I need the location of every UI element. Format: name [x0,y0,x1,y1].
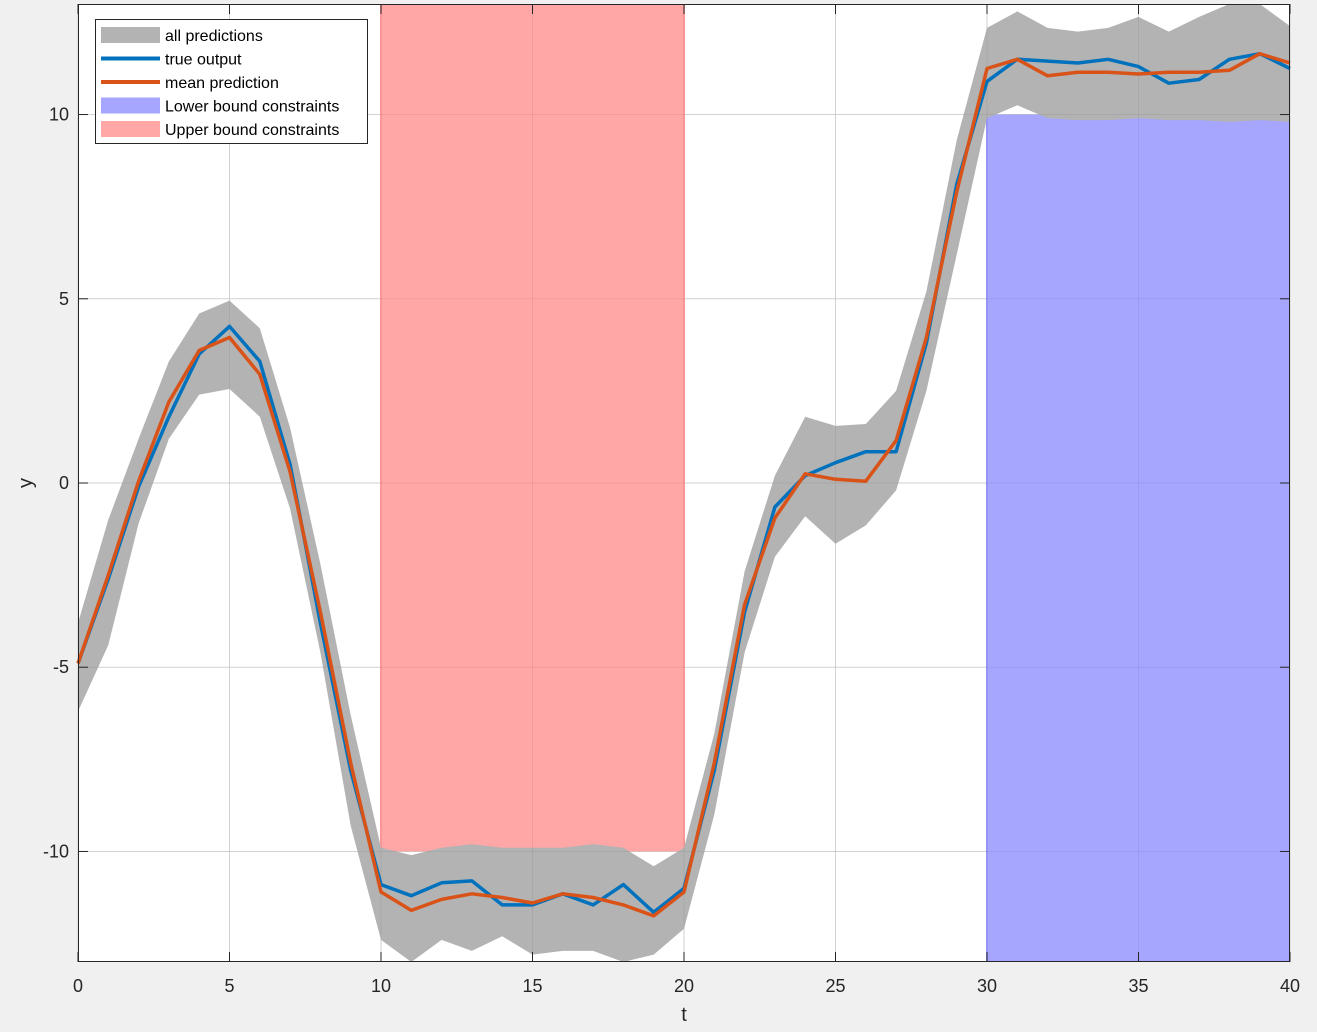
x-tick-label: 20 [674,976,694,996]
legend-swatch-mean-prediction [101,80,160,84]
x-tick-label: 5 [224,976,234,996]
legend-label-true-output: true output [165,52,242,69]
legend-swatch-all-predictions [101,27,160,43]
upper-bound-region [381,4,684,852]
lower-bound-region [987,114,1290,963]
legend-label-lower-bound: Lower bound constraints [165,99,339,116]
y-tick-label: 10 [49,105,69,125]
x-tick-label: 10 [371,976,391,996]
legend-label-mean-prediction: mean prediction [165,75,279,92]
x-tick-label: 0 [73,976,83,996]
series-line-mean-prediction [76,51,1291,918]
x-tick-label: 40 [1280,976,1300,996]
x-tick-label: 35 [1128,976,1148,996]
series-layer [76,51,1291,918]
y-tick-label: -5 [53,657,69,677]
y-tick-label: 5 [59,289,69,309]
legend-item-true-output: true output [101,52,242,69]
legend-item-lower-bound: Lower bound constraints [101,97,339,116]
legend-item-all-predictions: all predictions [101,27,263,45]
x-tick-label: 25 [825,976,845,996]
legend-label-all-predictions: all predictions [165,28,263,45]
constraint-regions [380,4,1290,963]
y-tick-label: 0 [59,473,69,493]
x-tick-label: 15 [522,976,542,996]
legend-swatch-lower-bound [101,97,160,114]
legend-item-upper-bound: Upper bound constraints [101,121,339,139]
legend: all predictions true output mean predict… [95,19,368,144]
y-axis-label: y [15,478,37,488]
y-tick-label: -10 [43,841,69,861]
legend-swatch-true-output [101,56,160,61]
x-tick-label: 30 [977,976,997,996]
legend-item-mean-prediction: mean prediction [101,75,279,92]
legend-label-upper-bound: Upper bound constraints [165,122,339,139]
prediction-band-layer [78,4,1290,962]
x-axis-label: t [681,1004,687,1026]
prediction-band [78,4,1290,962]
axis-ticks: 0 5 10 15 20 25 30 35 40 -10 -5 0 5 10 [43,4,1300,996]
legend-swatch-upper-bound [101,121,160,137]
